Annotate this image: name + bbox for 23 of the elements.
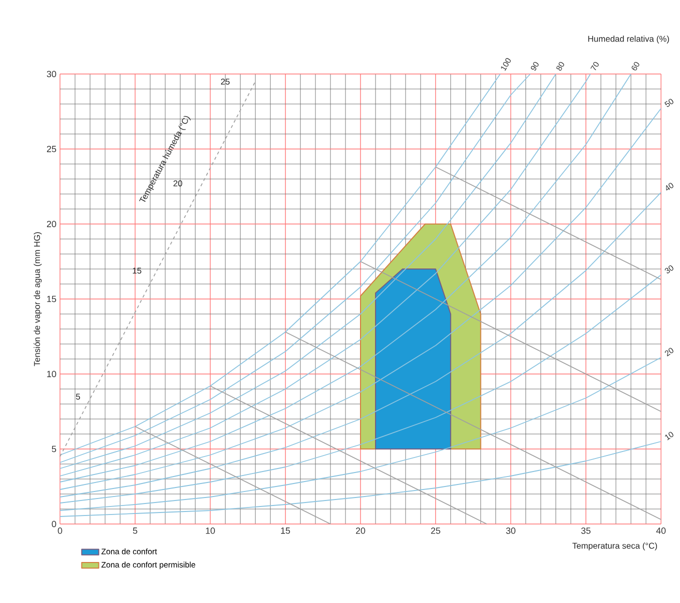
y-tick-label: 20	[46, 220, 56, 228]
x-tick-label: 15	[281, 528, 290, 534]
x-tick-label: 0	[58, 528, 62, 534]
line-series	[60, 357, 662, 511]
y-tick-label: 30	[46, 70, 56, 78]
y-axis-title: Tensión de vapor de agua (mm HG)	[34, 232, 42, 366]
x-tick-label: 5	[132, 528, 138, 534]
y-tick-label: 0	[52, 520, 56, 528]
text: Humedad relativa (%)	[588, 36, 669, 44]
annotation: 5	[76, 394, 80, 400]
line-series	[60, 441, 662, 517]
y-tick-label: 10	[47, 370, 56, 378]
x-tick-label: 25	[431, 528, 440, 534]
y-tick-label: 25	[46, 146, 56, 152]
x-axis-title: Temperatura seca (°C)	[572, 542, 657, 550]
x-tick-label: 10	[206, 528, 215, 534]
line-series	[60, 274, 662, 504]
x-tick-label: 30	[506, 528, 516, 534]
x-tick-label: 40	[656, 528, 666, 534]
y-tick-label: 15	[47, 296, 56, 302]
x-tick-label: 20	[356, 528, 366, 534]
y-tick-label: 5	[52, 446, 56, 452]
x-tick-label: 35	[581, 528, 590, 534]
